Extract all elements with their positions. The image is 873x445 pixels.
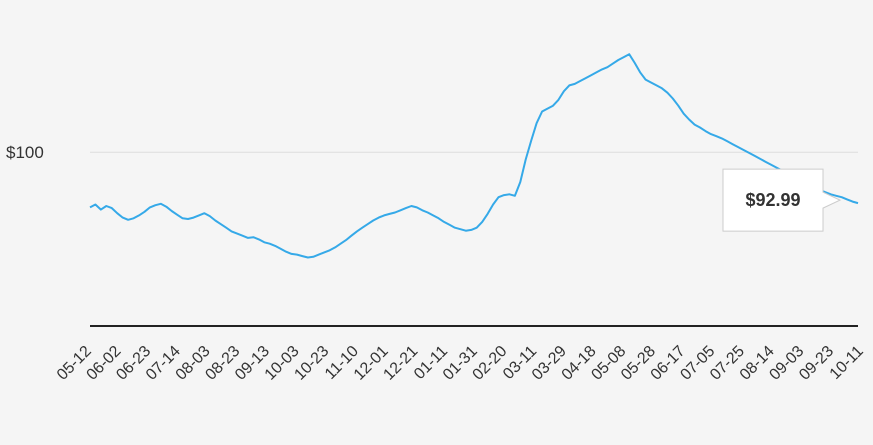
series-layer xyxy=(89,53,859,259)
tooltip-box xyxy=(722,168,842,232)
tooltip-price-label: $92.99 xyxy=(745,190,800,210)
price-series-line xyxy=(89,53,859,259)
price-tooltip: $92.99 xyxy=(722,168,842,232)
y-tick-label-100: $100 xyxy=(6,143,44,162)
